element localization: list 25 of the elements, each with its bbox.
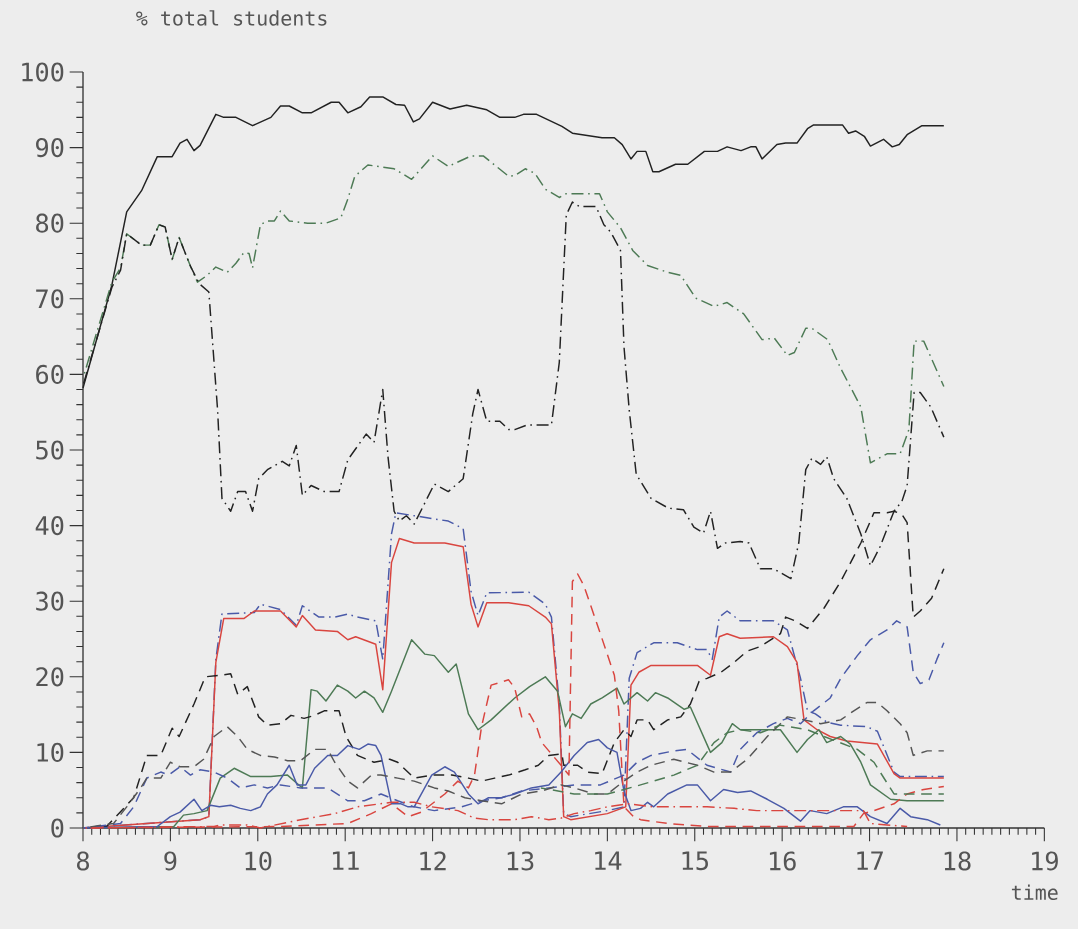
x-tick-label: 13 [507, 851, 534, 871]
x-tick-label: 19 [1032, 851, 1058, 871]
y-tick-label: 100 [22, 62, 64, 82]
y-tick-label: 90 [36, 138, 64, 158]
y-tick-label: 50 [36, 440, 64, 460]
x-tick-label: 16 [769, 851, 796, 871]
x-tick-label: 14 [595, 851, 622, 870]
x-axis-title: time [1011, 884, 1058, 901]
x-tick-label: 10 [245, 851, 272, 871]
y-tick-label: 20 [36, 667, 64, 687]
x-tick-label: 8 [76, 851, 90, 871]
y-axis-title: % total students [136, 10, 327, 26]
y-tick-label: 70 [36, 289, 64, 309]
y-tick-label: 80 [36, 213, 64, 233]
x-tick-label: 17 [857, 851, 883, 870]
y-tick-label: 10 [37, 742, 64, 762]
x-tick-label: 11 [332, 851, 359, 870]
y-tick-label: 30 [36, 591, 64, 611]
x-tick-label: 18 [944, 851, 971, 871]
y-tick-label: 0 [51, 818, 64, 838]
x-tick-label: 9 [164, 851, 177, 871]
x-tick-label: 12 [420, 851, 446, 871]
y-tick-label: 60 [36, 364, 64, 384]
y-tick-label: 40 [35, 516, 64, 536]
x-tick-label: 15 [682, 851, 708, 871]
